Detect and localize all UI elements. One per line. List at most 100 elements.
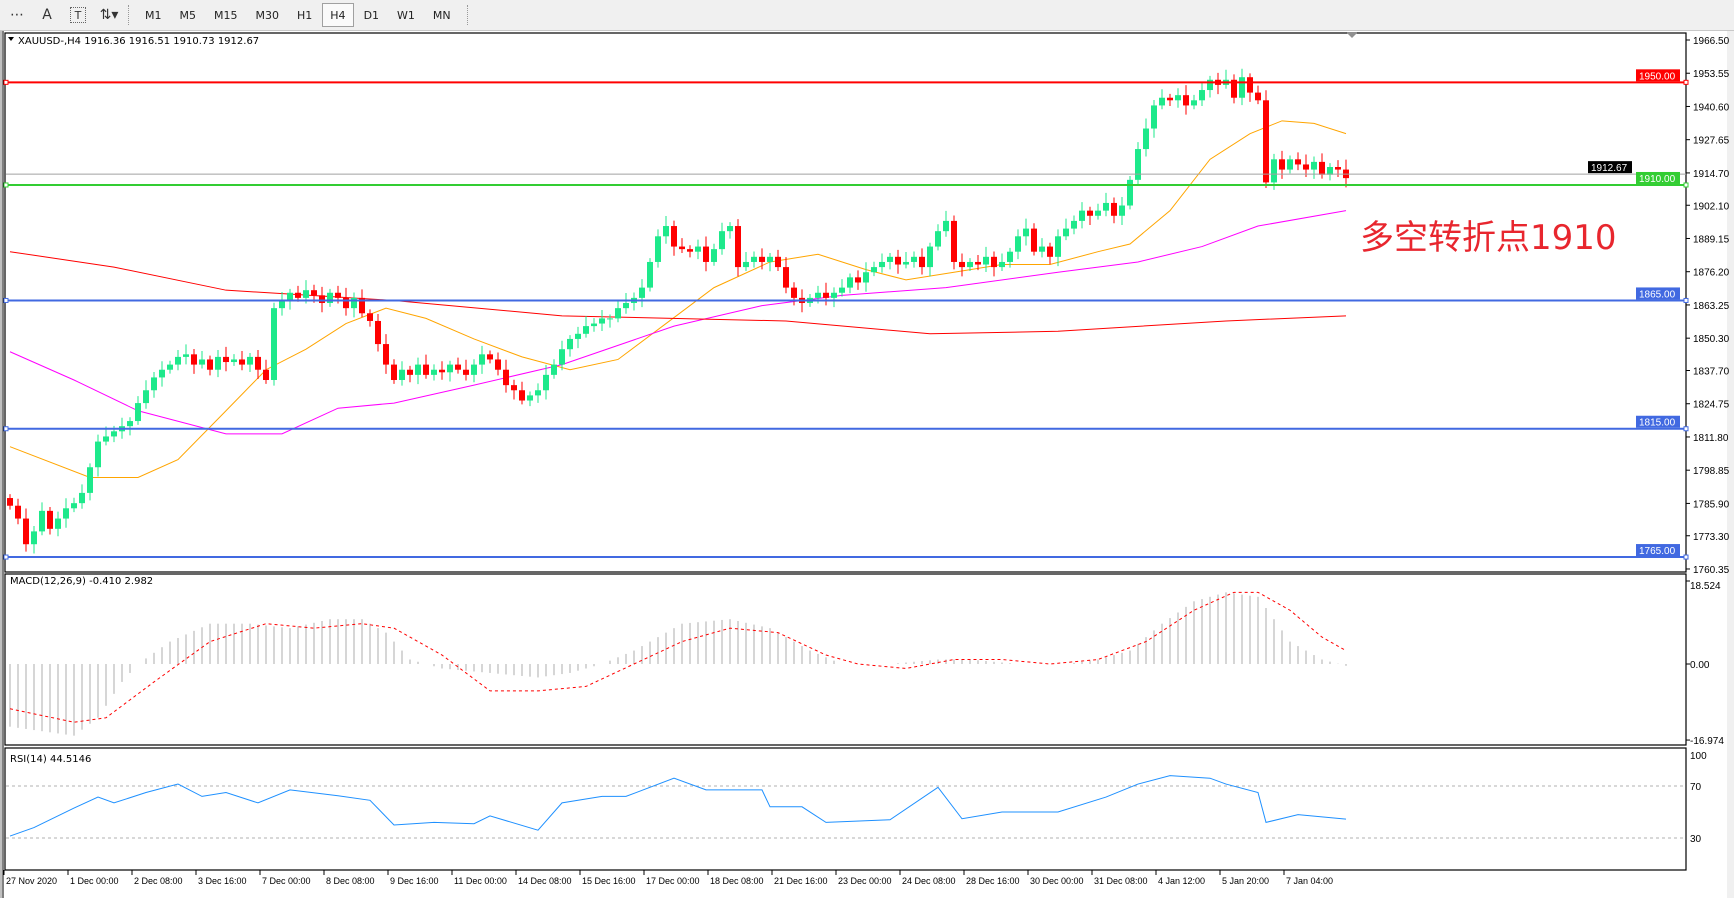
candle-body — [1095, 210, 1101, 216]
candle — [7, 494, 13, 510]
candle-body — [407, 369, 413, 375]
time-tick-label: 28 Dec 16:00 — [966, 876, 1020, 886]
candle — [143, 380, 149, 409]
candle-body — [239, 359, 245, 365]
candle — [199, 350, 205, 369]
candle — [135, 396, 141, 425]
time-tick-label: 7 Jan 04:00 — [1286, 876, 1333, 886]
time-axis: 27 Nov 2020 1 Dec 00:00 2 Dec 08:00 3 Dec 1… — [3, 870, 1333, 886]
candle-body — [159, 369, 165, 378]
chart-toolbar: ⋯ A T ⇅▾ M1 M5 M15 M30 H1 H4 D1 W1 MN — [0, 0, 1734, 31]
candle-body — [1255, 92, 1261, 101]
timeframe-m15-button[interactable]: M15 — [214, 8, 238, 22]
candle — [1007, 247, 1013, 268]
candle-body — [1271, 159, 1277, 183]
price-tick-label: 1940.60 — [1693, 102, 1730, 113]
candle — [663, 216, 669, 244]
timeframe-w1-button[interactable]: W1 — [397, 8, 415, 22]
candle-body — [215, 356, 221, 370]
candle — [1063, 218, 1069, 241]
candle-body — [1111, 202, 1117, 216]
candle — [63, 498, 69, 528]
timeframe-m30-button[interactable]: M30 — [255, 8, 280, 22]
candle — [1143, 118, 1149, 157]
candle-body — [967, 261, 973, 268]
candle-body — [7, 498, 13, 506]
candle-body — [1279, 159, 1285, 170]
candle — [207, 355, 213, 376]
candle — [655, 229, 661, 268]
price-tick-label: 1953.55 — [1693, 69, 1730, 80]
price-line-badge — [1636, 69, 1680, 82]
price-tick-label: 1889.15 — [1693, 234, 1730, 245]
candle-body — [343, 297, 349, 309]
timeframe-m5-button[interactable]: M5 — [179, 8, 197, 22]
candle-body — [351, 297, 357, 309]
candle — [1263, 90, 1269, 189]
candle-body — [719, 231, 725, 250]
timeframe-h1-button[interactable]: H1 — [297, 8, 313, 22]
chart-background — [0, 31, 1734, 898]
candle-body — [983, 256, 989, 265]
timeframe-mn-button[interactable]: MN — [432, 8, 451, 22]
candle — [903, 251, 909, 269]
candle-body — [751, 256, 757, 262]
candle-body — [47, 510, 53, 529]
chart-window[interactable]: 1966.50 1953.55 1940.60 1927.65 1914.70 1902.… — [0, 31, 1734, 898]
chart-shift-marker-icon[interactable] — [1346, 32, 1358, 38]
price-tick-label: 1837.70 — [1693, 367, 1730, 378]
candle — [455, 357, 461, 374]
candle — [159, 361, 165, 387]
candle-body — [575, 333, 581, 339]
candle — [991, 251, 997, 277]
timeframe-m1-button[interactable]: M1 — [145, 8, 162, 22]
time-tick-label: 23 Dec 00:00 — [838, 876, 892, 886]
arrows-dropdown-icon[interactable]: ⇅▾ — [99, 7, 119, 23]
rsi-tick-label: 100 — [1690, 751, 1707, 762]
candle-body — [1071, 220, 1077, 229]
macd-label: MACD(12,26,9) -0.410 2.982 — [10, 576, 153, 587]
candle — [47, 507, 53, 535]
candle-body — [639, 287, 645, 298]
candle — [1087, 206, 1093, 226]
candle-body — [607, 318, 613, 320]
price-tick-label: 1760.35 — [1693, 565, 1730, 576]
candle — [447, 360, 453, 382]
timeframe-h4-button[interactable]: H4 — [322, 3, 354, 27]
candle — [935, 224, 941, 251]
candle — [79, 484, 85, 509]
candle-body — [87, 467, 93, 493]
candle-body — [1303, 164, 1309, 170]
price-line-badge — [1636, 544, 1680, 557]
period-separators-icon[interactable]: ⋯ — [10, 7, 24, 23]
timeframe-d1-button[interactable]: D1 — [363, 8, 380, 22]
candle — [327, 288, 333, 307]
candle-body — [1239, 77, 1245, 98]
candle — [343, 287, 349, 316]
time-tick-label: 7 Dec 00:00 — [262, 876, 311, 886]
time-tick-label: 15 Dec 16:00 — [582, 876, 636, 886]
candle-body — [415, 364, 421, 375]
candle-body — [479, 354, 485, 365]
time-tick-label: 1 Dec 00:00 — [70, 876, 119, 886]
candle — [719, 222, 725, 255]
price-line-label: 1950.00 — [1639, 71, 1676, 82]
candle-body — [919, 256, 925, 268]
candle-body — [1135, 149, 1141, 180]
text-label-icon[interactable]: T — [70, 7, 86, 23]
candle-body — [495, 359, 501, 370]
symbol-dropdown-icon[interactable] — [8, 37, 14, 41]
candle — [391, 359, 397, 384]
candle — [1183, 85, 1189, 115]
candle-body — [615, 308, 621, 319]
candle — [71, 497, 77, 513]
text-a-icon[interactable]: A — [42, 7, 52, 23]
macd-tick-label: 18.524 — [1690, 581, 1721, 592]
candle — [951, 215, 957, 270]
candle — [887, 252, 893, 270]
candle — [1175, 88, 1181, 108]
candle — [359, 289, 365, 318]
price-line-badge — [1636, 415, 1680, 428]
candle-body — [735, 226, 741, 268]
candle-body — [943, 220, 949, 232]
